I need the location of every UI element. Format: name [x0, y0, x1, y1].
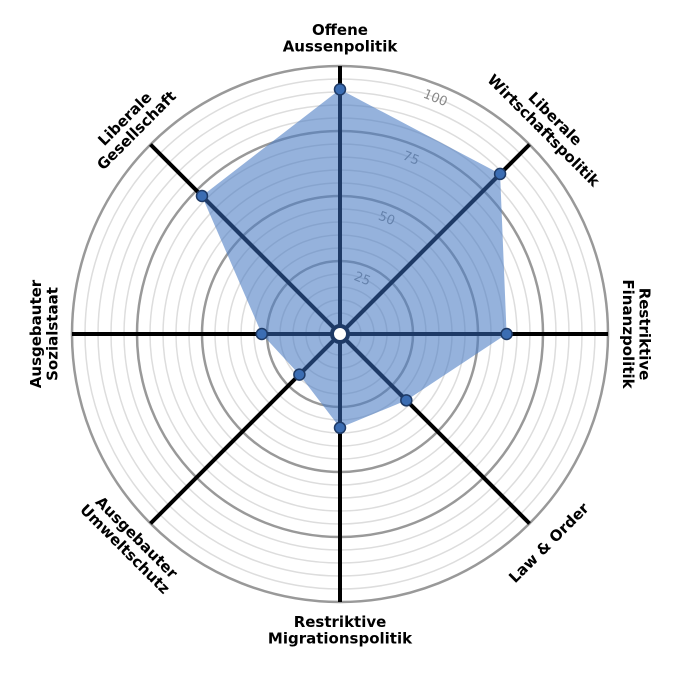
- point: [333, 83, 347, 96]
- point: [500, 327, 513, 341]
- value-spoke: [200, 194, 342, 336]
- point: [195, 189, 209, 203]
- value-spoke: [338, 172, 502, 336]
- axis-label: Offene Aussenpolitik: [283, 20, 399, 55]
- point: [293, 368, 306, 381]
- point: [400, 394, 413, 407]
- axis-label: RestriktiveFinanzpolitik: [619, 279, 654, 389]
- axis-label: AusgebauterSozialstaat: [26, 279, 61, 388]
- axis-label: Restriktive Migrationspolitik: [268, 612, 413, 647]
- center: [330, 324, 350, 344]
- area: [201, 89, 507, 428]
- point: [493, 167, 507, 181]
- point: [255, 327, 269, 341]
- value-spoke: [338, 332, 408, 402]
- tick-label: 100: [421, 87, 450, 110]
- point: [333, 421, 347, 435]
